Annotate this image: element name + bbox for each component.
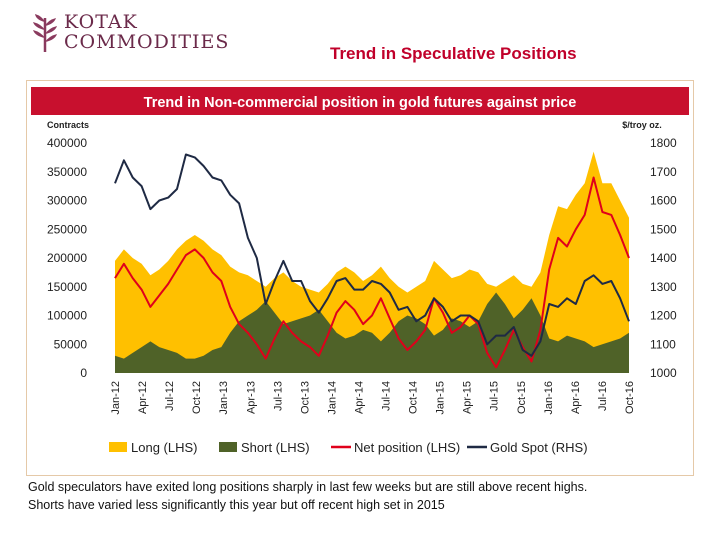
legend-long-label: Long (LHS): [131, 440, 197, 455]
left-tick-label: 0: [80, 366, 87, 380]
x-tick-label: Jan-16: [543, 381, 555, 415]
chart-title-banner: [31, 87, 689, 115]
left-tick-label: 100000: [47, 309, 87, 323]
right-tick-label: 1200: [650, 309, 677, 323]
x-tick-label: Jan-14: [326, 381, 338, 415]
left-tick-label: 50000: [54, 337, 88, 351]
left-tick-label: 250000: [47, 222, 87, 236]
x-tick-label: Oct-13: [299, 381, 311, 414]
x-tick-label: Oct-16: [624, 381, 636, 414]
legend-short-swatch: [219, 442, 237, 452]
right-tick-label: 1100: [650, 337, 676, 351]
x-tick-label: Jan-12: [110, 381, 122, 415]
x-tick-label: Jan-13: [218, 381, 230, 415]
net-position-line: [114, 176, 630, 369]
x-tick-label: Jul-12: [164, 381, 176, 411]
wheat-logo-icon: [33, 14, 57, 52]
legend-net-label: Net position (LHS): [354, 440, 460, 455]
chart-svg: Trend in Non-commercial position in gold…: [31, 87, 689, 455]
right-tick-label: 1400: [650, 251, 677, 265]
x-tick-label: Apr-13: [245, 381, 257, 414]
left-axis: 400000 350000 300000 250000 200000 150000 1000…: [47, 136, 87, 380]
x-tick-label: Jul-13: [272, 381, 284, 411]
left-tick-label: 350000: [47, 165, 87, 179]
right-tick-label: 1700: [650, 165, 677, 179]
chart-panel: Trend in Non-commercial position in gold…: [26, 80, 694, 476]
logo-wordmark: KOTAK COMMODITIES: [64, 12, 229, 52]
company-logo: KOTAK COMMODITIES: [30, 12, 240, 56]
right-tick-label: 1600: [650, 194, 677, 208]
legend-long-swatch: [109, 442, 127, 452]
legend-gold-label: Gold Spot (RHS): [490, 440, 588, 455]
caption-line2: Shorts have varied less significantly th…: [28, 498, 445, 512]
left-tick-label: 150000: [47, 280, 87, 294]
x-tick-label: Oct-15: [516, 381, 528, 414]
x-tick-label: Oct-12: [191, 381, 203, 414]
left-tick-label: 400000: [47, 136, 87, 150]
plot-lines: [114, 153, 630, 369]
gold-spot-line: [114, 153, 630, 357]
right-axis: 1800 1700 1600 1500 1400 1300 1200 1100 1000: [650, 136, 677, 380]
x-tick-label: Jul-15: [489, 381, 501, 411]
left-axis-label: Contracts: [47, 120, 89, 130]
slide-title: Trend in Speculative Positions: [330, 44, 577, 63]
x-tick-label: Jul-16: [597, 381, 609, 411]
right-tick-label: 1800: [650, 136, 677, 150]
right-tick-label: 1500: [650, 222, 677, 236]
logo-line2: COMMODITIES: [64, 31, 230, 53]
x-tick-label: Jul-14: [381, 381, 393, 411]
logo-line1: KOTAK: [64, 11, 138, 33]
legend-short-label: Short (LHS): [241, 440, 310, 455]
caption-line1: Gold speculators have exited long positi…: [28, 480, 588, 494]
legend: Long (LHS) Short (LHS) Net position (LHS) G…: [109, 440, 588, 455]
x-tick-label: Apr-16: [570, 381, 582, 414]
x-tick-label: Apr-14: [353, 381, 365, 414]
right-tick-label: 1300: [650, 280, 677, 294]
chart-title: Trend in Non-commercial position in gold…: [144, 95, 577, 111]
caption: Gold speculators have exited long positi…: [28, 478, 708, 514]
x-tick-label: Apr-12: [137, 381, 149, 414]
left-tick-label: 300000: [47, 194, 87, 208]
right-tick-label: 1000: [650, 366, 677, 380]
x-tick-label: Jan-15: [435, 381, 447, 415]
x-tick-label: Oct-14: [408, 381, 420, 414]
x-tick-label: Apr-15: [462, 381, 474, 414]
right-axis-label: $/troy oz.: [622, 120, 662, 130]
short-area: [115, 292, 629, 373]
x-axis: Jan-12 Apr-12 Jul-12 Oct-12 Jan-13 Apr-13 Jul-…: [110, 381, 636, 415]
left-tick-label: 200000: [47, 251, 87, 265]
plot-areas: [115, 151, 629, 373]
